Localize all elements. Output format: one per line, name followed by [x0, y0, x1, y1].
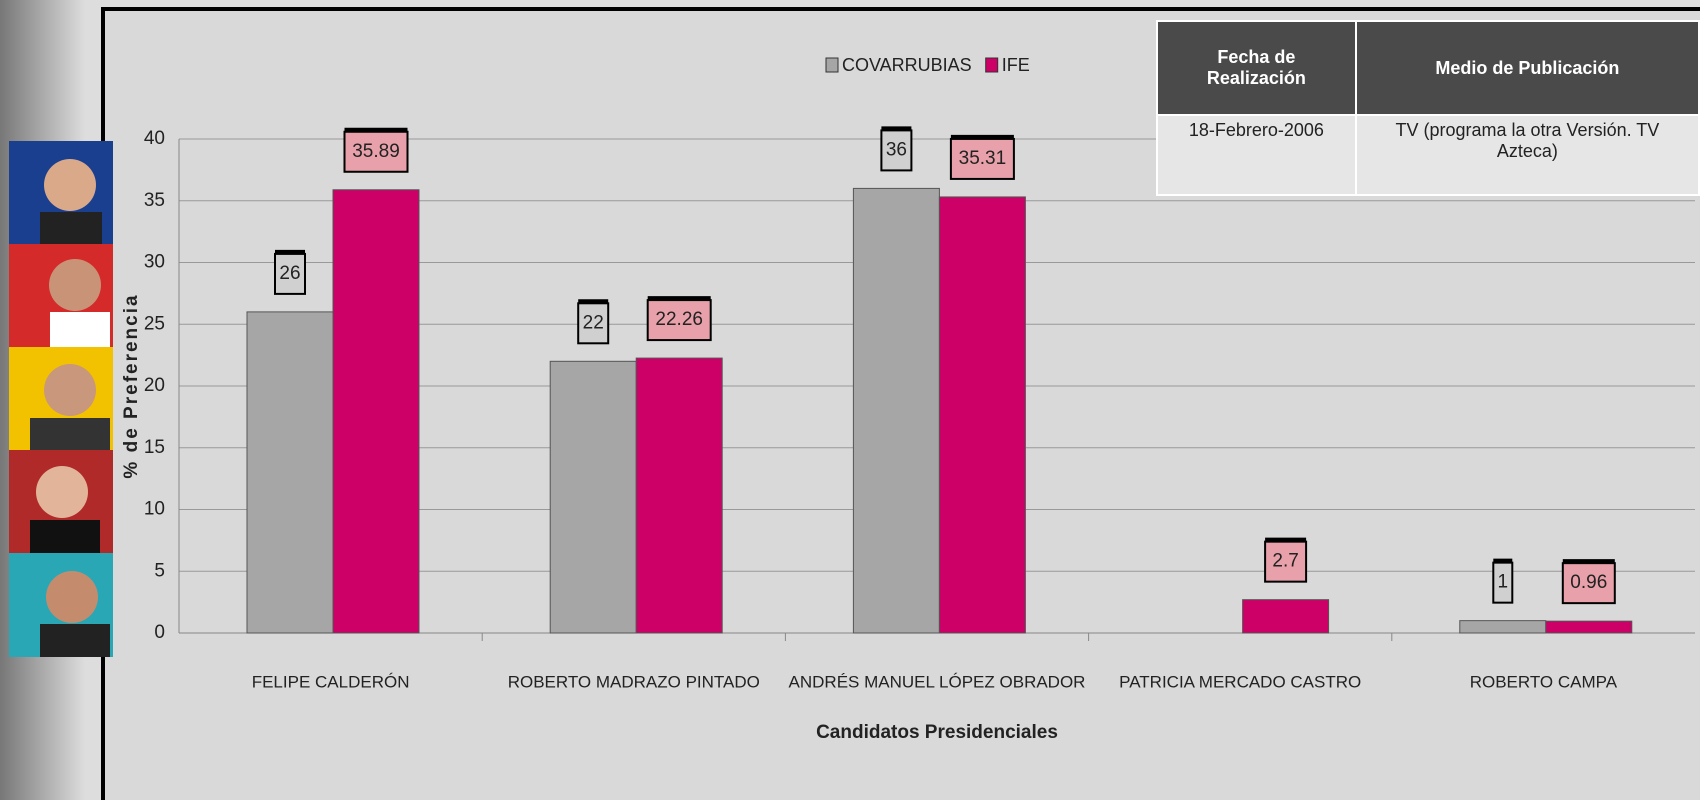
y-tick-label: 25 — [144, 313, 165, 334]
x-axis-title: Candidatos Presidenciales — [816, 722, 1058, 743]
y-tick-label: 35 — [144, 190, 165, 211]
data-label: 35.31 — [959, 148, 1007, 169]
data-label: 36 — [886, 139, 907, 160]
data-label: 22.26 — [655, 309, 703, 330]
y-tick-label: 10 — [144, 499, 165, 520]
bar — [246, 311, 334, 634]
data-label: 1 — [1498, 572, 1509, 593]
table-cell: 18-Febrero-2006 — [1156, 114, 1357, 196]
data-label-box — [1264, 540, 1308, 583]
info-table: Fecha de Realización Medio de Publicación… — [1156, 20, 1700, 196]
data-label: 0.96 — [1570, 572, 1607, 593]
y-tick-label: 40 — [144, 128, 165, 149]
data-label-box — [343, 130, 409, 173]
legend-label: IFE — [1002, 55, 1030, 75]
bar — [938, 196, 1026, 634]
y-tick-label: 5 — [154, 560, 165, 581]
table-header: Fecha de Realización — [1156, 20, 1357, 116]
data-label: 26 — [279, 263, 300, 284]
legend-swatch — [825, 57, 839, 73]
x-tick-label: ROBERTO MADRAZO PINTADO — [508, 672, 760, 691]
bar — [635, 357, 723, 634]
legend-swatch — [985, 57, 999, 73]
bar — [1242, 599, 1330, 634]
data-label: 22 — [583, 312, 604, 333]
y-tick-label: 20 — [144, 375, 165, 396]
data-label-box — [1561, 562, 1616, 605]
bar — [1545, 620, 1633, 634]
y-tick-label: 15 — [144, 437, 165, 458]
x-tick-label: PATRICIA MERCADO CASTRO — [1119, 672, 1361, 691]
x-tick-label: FELIPE CALDERÓN — [252, 672, 410, 691]
bar — [549, 360, 637, 634]
legend-label: COVARRUBIAS — [842, 55, 972, 75]
photo-strip — [9, 141, 113, 657]
bar — [1459, 620, 1547, 634]
data-label: 2.7 — [1272, 551, 1298, 572]
x-tick-label: ROBERTO CAMPA — [1470, 672, 1618, 691]
data-label: 35.89 — [352, 141, 400, 162]
x-tick-label: ANDRÉS MANUEL LÓPEZ OBRADOR — [789, 672, 1086, 691]
bar — [852, 187, 940, 634]
y-tick-label: 0 — [154, 622, 165, 643]
y-tick-label: 30 — [144, 252, 165, 273]
table-cell: TV (programa la otra Versión. TV Azteca) — [1354, 114, 1700, 196]
bar — [332, 189, 420, 634]
table-header: Medio de Publicación — [1354, 20, 1700, 116]
y-axis-title: % de Preferencia — [121, 293, 142, 478]
data-label-box — [274, 252, 306, 295]
